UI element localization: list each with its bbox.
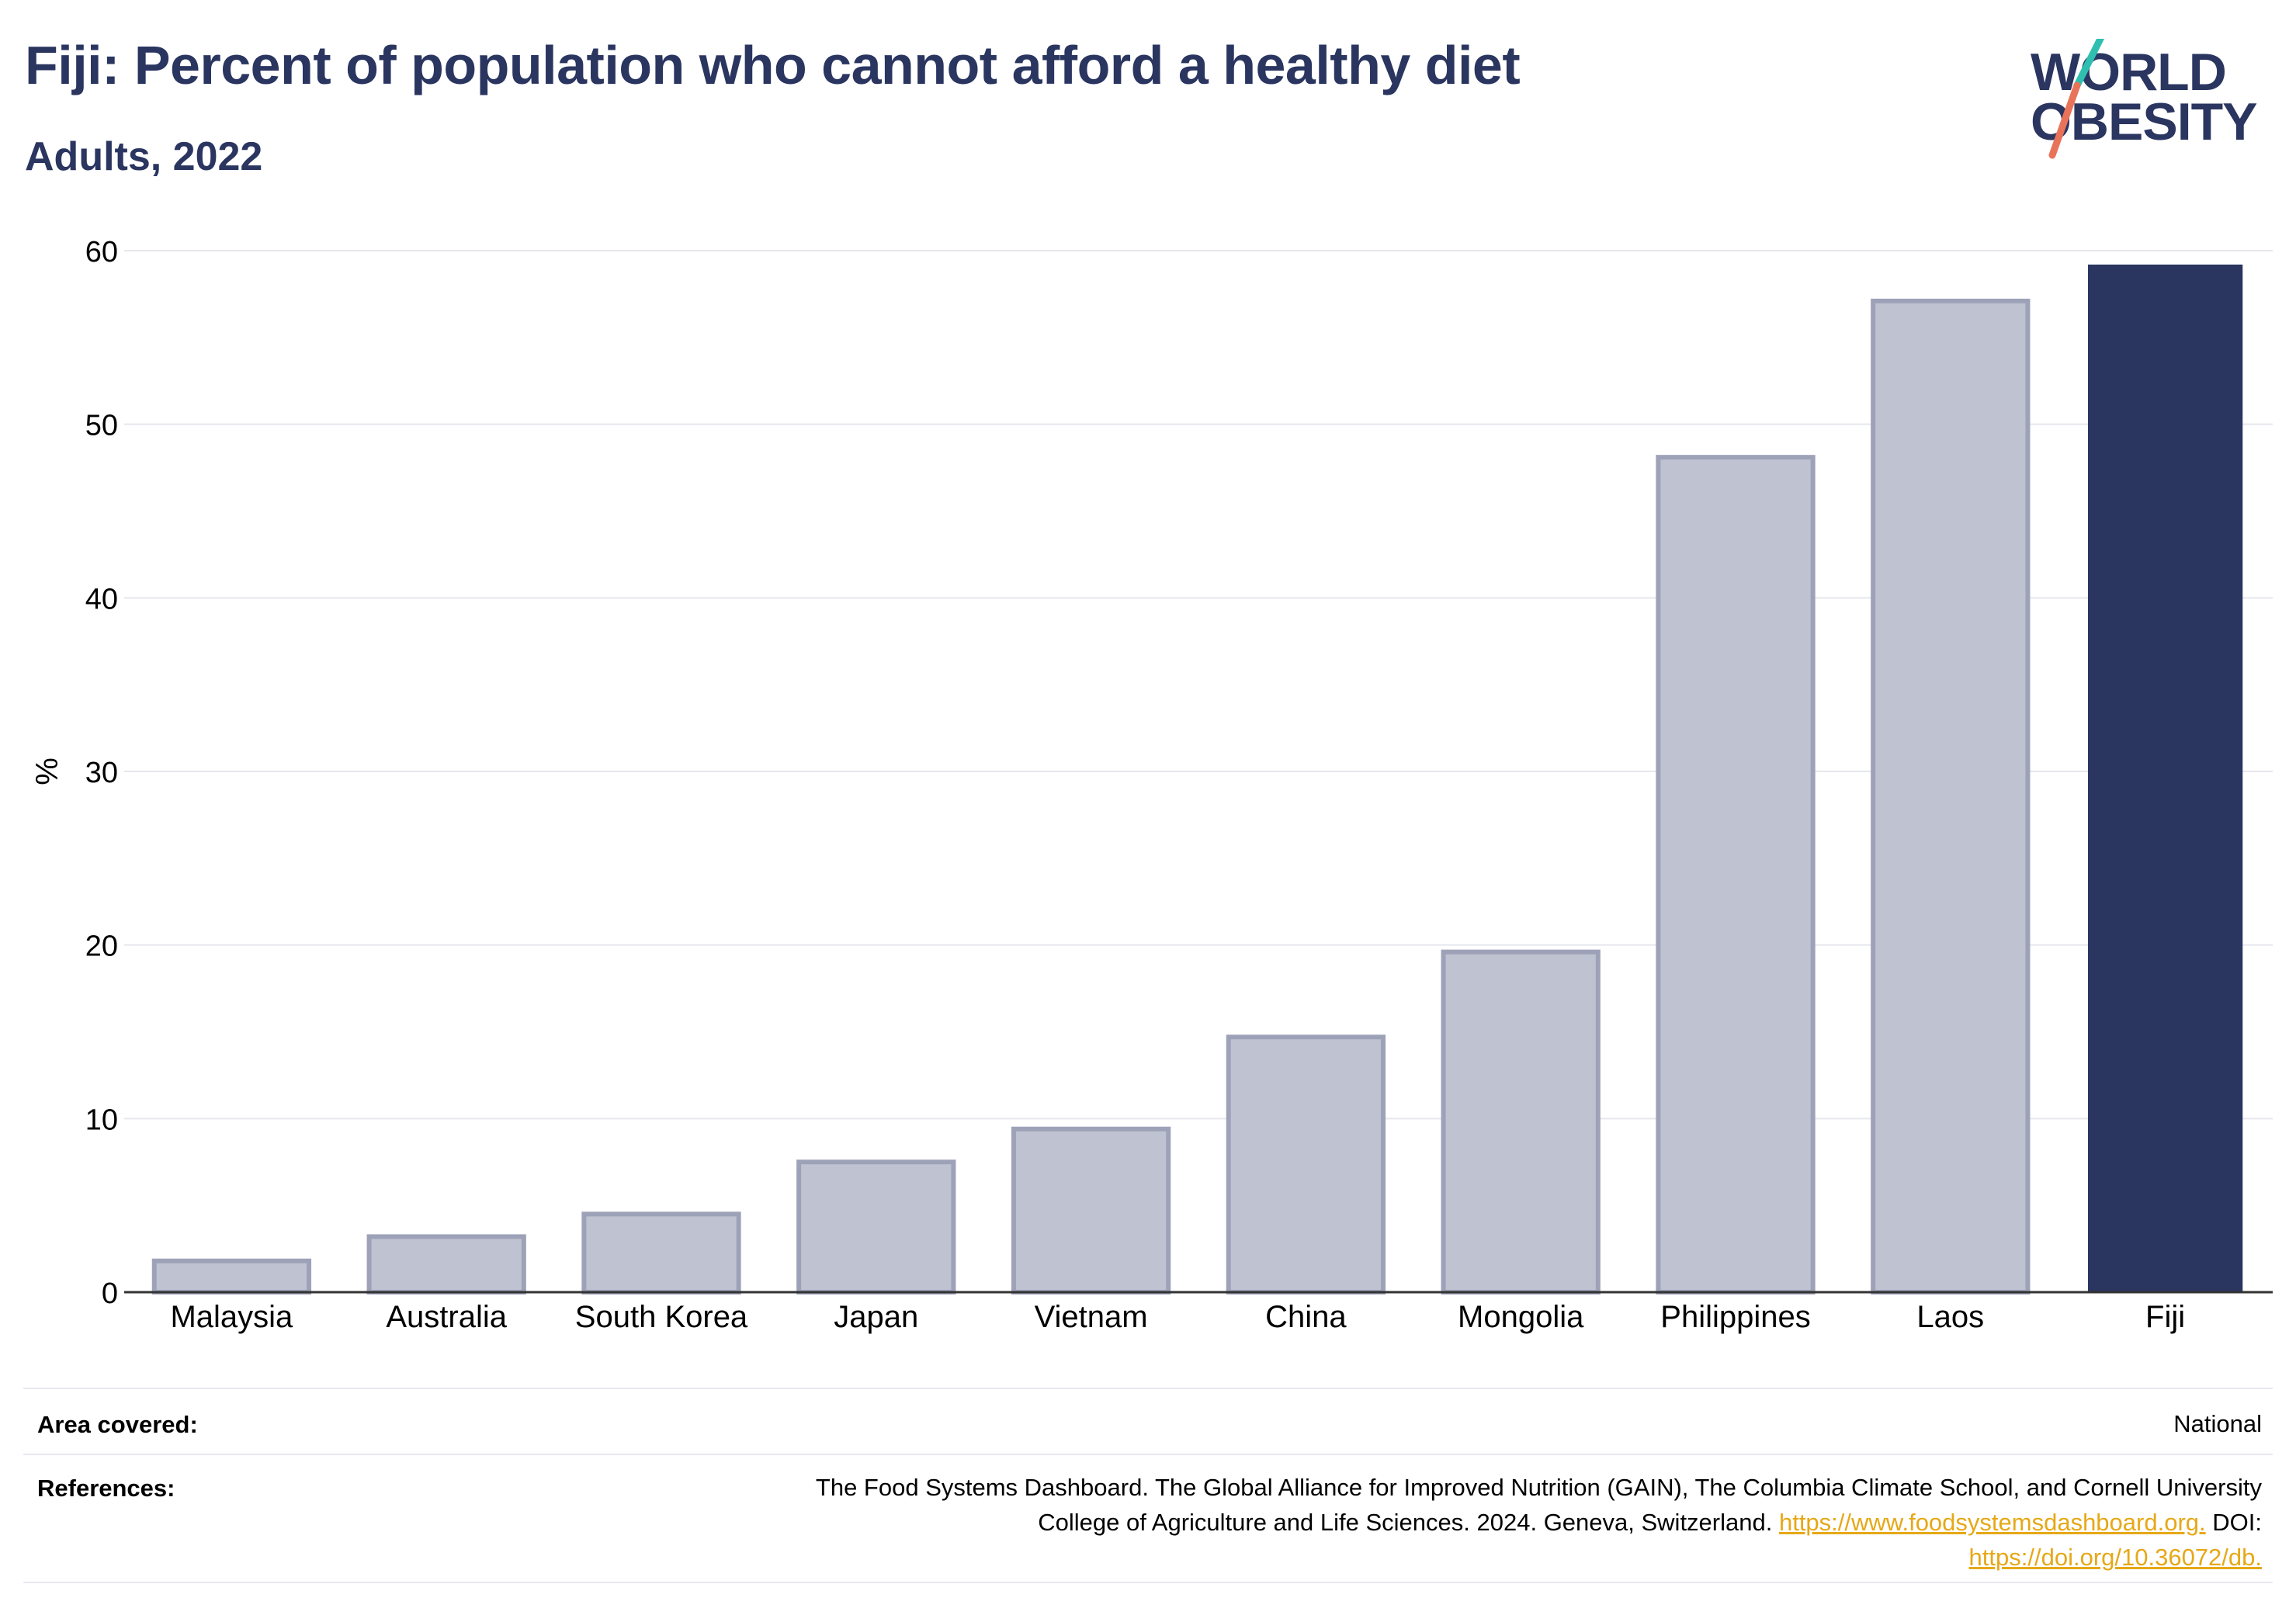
bar-japan[interactable]	[796, 1159, 956, 1294]
x-tick-label: Mongolia	[1458, 1300, 1584, 1334]
y-axis-label: %	[30, 757, 64, 785]
bar-mongolia[interactable]	[1441, 949, 1601, 1294]
y-axis-ticks: 0 10 20 30 40 50 60	[85, 236, 118, 1310]
bar-vietnam[interactable]	[1011, 1126, 1171, 1294]
x-tick-label: South Korea	[575, 1300, 748, 1334]
bar-laos[interactable]	[1871, 298, 2031, 1295]
references-line-2-text: College of Agriculture and Life Sciences…	[1038, 1509, 1773, 1536]
x-tick-label: Fiji	[2145, 1300, 2185, 1334]
x-tick-label: Australia	[386, 1300, 507, 1334]
y-tick-label: 10	[85, 1104, 118, 1136]
references-label: References:	[37, 1475, 175, 1502]
foodsystems-dashboard-link[interactable]: https://www.foodsystemsdashboard.org.	[1778, 1509, 2206, 1536]
area-covered-label: Area covered:	[37, 1411, 198, 1438]
bar-fiji[interactable]	[2087, 264, 2243, 1293]
y-tick-label: 30	[85, 757, 118, 789]
y-tick-label: 20	[85, 931, 118, 963]
references-line-2: College of Agriculture and Life Sciences…	[816, 1505, 2262, 1540]
world-obesity-logo: WORLD OBESITY	[2026, 39, 2282, 171]
bar-philippines[interactable]	[1656, 455, 1816, 1294]
bar-australia[interactable]	[366, 1234, 526, 1294]
bar-chart: 0 10 20 30 40 50 60 Malaysia Australia South Kor…	[30, 236, 2273, 1334]
footer-divider-bottom	[23, 1582, 2273, 1583]
y-tick-label: 0	[102, 1277, 118, 1310]
y-tick-label: 50	[85, 410, 118, 442]
x-tick-label: Laos	[1916, 1300, 1984, 1334]
chart-title: Fiji: Percent of population who cannot a…	[25, 35, 1521, 95]
references-text: The Food Systems Dashboard. The Global A…	[816, 1470, 2262, 1575]
y-tick-label: 40	[85, 583, 118, 615]
y-tick-label: 60	[85, 236, 118, 269]
references-line-1: The Food Systems Dashboard. The Global A…	[815, 1474, 2262, 1501]
bar-south-korea[interactable]	[581, 1211, 741, 1294]
x-axis-ticks: Malaysia Australia South Korea Japan Vietnam…	[170, 1300, 2185, 1334]
footer-divider-top	[23, 1388, 2273, 1389]
x-tick-label: Philippines	[1660, 1300, 1810, 1334]
chart-subtitle: Adults, 2022	[25, 134, 263, 179]
bar-malaysia[interactable]	[151, 1258, 312, 1294]
x-tick-label: Japan	[834, 1300, 918, 1334]
logo-slash-icon	[2048, 39, 2105, 159]
bar-china[interactable]	[1226, 1035, 1386, 1294]
footer-divider-middle	[23, 1454, 2273, 1455]
doi-link[interactable]: https://doi.org/10.36072/db.	[1968, 1544, 2262, 1571]
doi-label: DOI:	[2212, 1509, 2262, 1536]
area-covered-value: National	[2173, 1410, 2262, 1437]
logo-text-world: WORLD	[2031, 43, 2227, 102]
x-tick-label: Vietnam	[1035, 1300, 1148, 1334]
bars	[151, 264, 2243, 1295]
x-tick-label: Malaysia	[170, 1300, 293, 1334]
x-tick-label: China	[1265, 1300, 1347, 1334]
